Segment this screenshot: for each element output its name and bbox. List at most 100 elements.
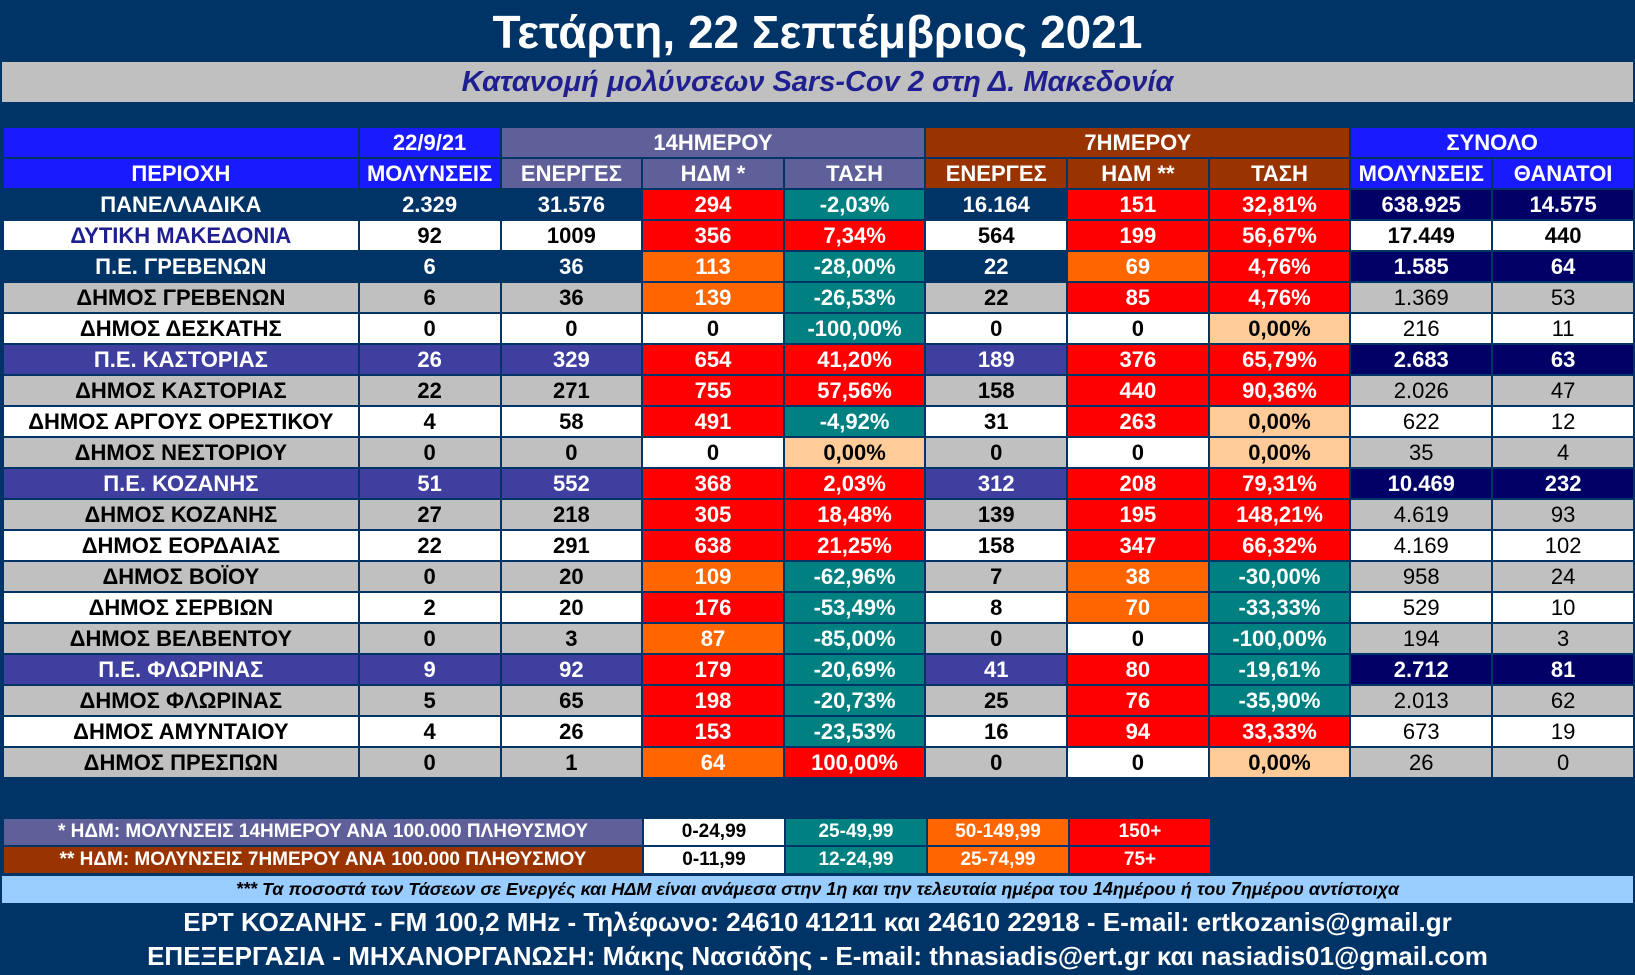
trend14-cell: 57,56%	[782, 374, 927, 407]
legend-7-label: ** ΗΔΜ: ΜΟΛΥΝΣΕΙΣ 7ΗΜΕΡΟΥ ΑΝΑ 100.000 ΠΛ…	[2, 845, 644, 875]
footer-credits: ΕΠΕΞΕΡΓΑΣΙΑ - ΜΗΧΑΝΟΡΓΑΝΩΣΗ: Μάκης Νασιά…	[147, 941, 1488, 971]
ndm14-cell: 491	[641, 405, 785, 438]
trend7-cell: 32,81%	[1207, 188, 1352, 221]
total-infections-cell: 194	[1349, 622, 1494, 655]
total-infections-cell: 638.925	[1349, 188, 1494, 221]
infections-cell: 0	[357, 622, 502, 655]
footer-contact: ΕΡΤ ΚΟΖΑΝΗΣ - FM 100,2 MHz - Τηλέφωνο: 2…	[183, 907, 1452, 937]
infections-cell: 51	[357, 467, 502, 500]
deaths-cell: 4	[1491, 436, 1635, 469]
header-active14: ΕΝΕΡΓΕΣ	[499, 157, 644, 190]
infections-cell: 26	[357, 343, 502, 376]
trend14-cell: 2,03%	[782, 467, 927, 500]
ndm14-cell: 0	[641, 312, 785, 345]
trend7-cell: -100,00%	[1207, 622, 1352, 655]
infections-cell: 2	[357, 591, 502, 624]
table-row: ΔΗΜΟΣ ΣΕΡΒΙΩΝ 2 20 176 -53,49% 8 70 -33,33% 529 1…	[2, 591, 1635, 624]
active7-cell: 0	[924, 746, 1069, 779]
active14-cell: 329	[499, 343, 644, 376]
ndm7-cell: 38	[1066, 560, 1210, 593]
trend7-cell: 0,00%	[1207, 405, 1352, 438]
region-name: ΔΗΜΟΣ ΝΕΣΤΟΡΙΟΥ	[2, 436, 360, 469]
infections-cell: 0	[357, 312, 502, 345]
deaths-cell: 232	[1491, 467, 1635, 500]
ndm7-cell: 70	[1066, 591, 1210, 624]
trend14-cell: -100,00%	[782, 312, 927, 345]
legend-14-red: 150+	[1068, 817, 1212, 847]
trend-note: *** Τα ποσοστά των Τάσεων σε Ενεργές και…	[2, 876, 1633, 903]
legend-row-14: * ΗΔΜ: ΜΟΛΥΝΣΕΙΣ 14ΗΜΕΡΟΥ ΑΝΑ 100.000 ΠΛ…	[2, 817, 1212, 847]
infections-cell: 6	[357, 250, 502, 283]
legend-14-label: * ΗΔΜ: ΜΟΛΥΝΣΕΙΣ 14ΗΜΕΡΟΥ ΑΝΑ 100.000 ΠΛ…	[2, 817, 644, 847]
ndm7-cell: 0	[1066, 312, 1210, 345]
ndm14-cell: 109	[641, 560, 785, 593]
table-row: ΔΗΜΟΣ ΑΜΥΝΤΑΙΟΥ 4 26 153 -23,53% 16 94 33,33% 67…	[2, 715, 1635, 748]
table-row: ΔΗΜΟΣ ΕΟΡΔΑΙΑΣ 22 291 638 21,25% 158 347 66,32%…	[2, 529, 1635, 562]
deaths-cell: 10	[1491, 591, 1635, 624]
region-name: ΔΗΜΟΣ ΔΕΣΚΑΤΗΣ	[2, 312, 360, 345]
active7-cell: 0	[924, 312, 1069, 345]
active7-cell: 564	[924, 219, 1069, 252]
page-subtitle: Κατανομή μολύνσεων Sars-Cov 2 στη Δ. Μακ…	[2, 62, 1633, 102]
ndm7-cell: 80	[1066, 653, 1210, 686]
header-ndm14: ΗΔΜ *	[641, 157, 785, 190]
deaths-cell: 0	[1491, 746, 1635, 779]
table-row: ΔΗΜΟΣ ΔΕΣΚΑΤΗΣ 0 0 0 -100,00% 0 0 0,00% 216 11	[2, 312, 1635, 345]
ndm14-cell: 368	[641, 467, 785, 500]
ndm14-cell: 638	[641, 529, 785, 562]
legend-14-orange: 50-149,99	[926, 817, 1070, 847]
header-deaths: ΘΑΝΑΤΟΙ	[1491, 157, 1635, 190]
total-infections-cell: 26	[1349, 746, 1494, 779]
ndm7-cell: 208	[1066, 467, 1210, 500]
total-infections-cell: 17.449	[1349, 219, 1494, 252]
trend7-cell: 4,76%	[1207, 281, 1352, 314]
trend14-cell: -53,49%	[782, 591, 927, 624]
legend-table: * ΗΔΜ: ΜΟΛΥΝΣΕΙΣ 14ΗΜΕΡΟΥ ΑΝΑ 100.000 ΠΛ…	[2, 817, 1212, 875]
legend-7-white: 0-11,99	[642, 845, 786, 875]
page-title: Τετάρτη, 22 Σεπτέμβριος 2021	[492, 6, 1143, 58]
active14-cell: 26	[499, 715, 644, 748]
region-name: Π.Ε. ΚΟΖΑΝΗΣ	[2, 467, 360, 500]
deaths-cell: 62	[1491, 684, 1635, 717]
infections-cell: 92	[357, 219, 502, 252]
region-name: Π.Ε. ΦΛΩΡΙΝΑΣ	[2, 653, 360, 686]
total-infections-cell: 2.026	[1349, 374, 1494, 407]
infections-cell: 22	[357, 529, 502, 562]
deaths-cell: 53	[1491, 281, 1635, 314]
header-date: 22/9/21	[357, 126, 502, 159]
table-row: ΔΗΜΟΣ ΠΡΕΣΠΩΝ 0 1 64 100,00% 0 0 0,00% 26 0	[2, 746, 1635, 779]
trend7-cell: 148,21%	[1207, 498, 1352, 531]
trend14-cell: 100,00%	[782, 746, 927, 779]
trend7-cell: 33,33%	[1207, 715, 1352, 748]
trend7-cell: 0,00%	[1207, 436, 1352, 469]
ndm7-cell: 0	[1066, 746, 1210, 779]
infections-cell: 4	[357, 715, 502, 748]
deaths-cell: 93	[1491, 498, 1635, 531]
active14-cell: 92	[499, 653, 644, 686]
active7-cell: 0	[924, 622, 1069, 655]
legend-7-teal: 12-24,99	[784, 845, 928, 875]
region-name: ΔΗΜΟΣ ΠΡΕΣΠΩΝ	[2, 746, 360, 779]
ndm14-cell: 755	[641, 374, 785, 407]
region-name: ΔΗΜΟΣ ΒΟΪΟΥ	[2, 560, 360, 593]
infections-cell: 6	[357, 281, 502, 314]
infections-cell: 5	[357, 684, 502, 717]
infections-cell: 0	[357, 436, 502, 469]
total-infections-cell: 1.369	[1349, 281, 1494, 314]
header-trend7: ΤΑΣΗ	[1207, 157, 1352, 190]
region-name: ΔΗΜΟΣ ΓΡΕΒΕΝΩΝ	[2, 281, 360, 314]
header-total-infections: ΜΟΛΥΝΣΕΙΣ	[1349, 157, 1494, 190]
region-name: ΔΗΜΟΣ ΕΟΡΔΑΙΑΣ	[2, 529, 360, 562]
active14-cell: 1009	[499, 219, 644, 252]
header-active7: ΕΝΕΡΓΕΣ	[924, 157, 1069, 190]
region-name: ΠΑΝΕΛΛΑΔΙΚΑ	[2, 188, 360, 221]
table-row: ΔΗΜΟΣ ΝΕΣΤΟΡΙΟΥ 0 0 0 0,00% 0 0 0,00% 35 4	[2, 436, 1635, 469]
trend14-cell: 21,25%	[782, 529, 927, 562]
active7-cell: 158	[924, 529, 1069, 562]
ndm7-cell: 195	[1066, 498, 1210, 531]
active7-cell: 16.164	[924, 188, 1069, 221]
header-row-sub: ΠΕΡΙΟΧΗ ΜΟΛΥΝΣΕΙΣ ΕΝΕΡΓΕΣ ΗΔΜ * ΤΑΣΗ ΕΝΕ…	[2, 157, 1635, 190]
active7-cell: 139	[924, 498, 1069, 531]
active14-cell: 58	[499, 405, 644, 438]
table-row: Π.Ε. ΚΟΖΑΝΗΣ 51 552 368 2,03% 312 208 79,31% 10.…	[2, 467, 1635, 500]
